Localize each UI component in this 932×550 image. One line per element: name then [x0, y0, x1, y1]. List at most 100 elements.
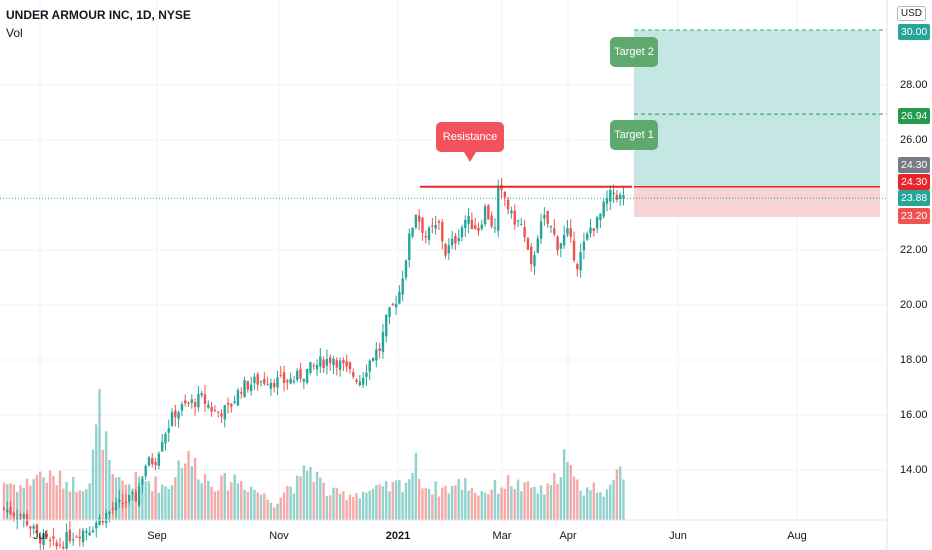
candle-body [513, 210, 516, 225]
candle-body [184, 400, 187, 404]
x-tick-label: Nov [269, 530, 289, 542]
volume-bar [249, 486, 253, 520]
candle-body [58, 544, 62, 546]
candle-body [174, 410, 177, 418]
symbol-header: UNDER ARMOUR INC, 1D, NYSE [6, 8, 191, 22]
candle-body [180, 404, 184, 411]
volume-bar [312, 482, 315, 520]
volume-bar [220, 475, 223, 520]
volume-bar [91, 449, 95, 520]
volume-bar [75, 492, 78, 520]
volume-bar [473, 492, 477, 520]
volume-bar [408, 479, 411, 520]
candle-body [589, 227, 592, 234]
volume-bar [398, 480, 401, 520]
volume-bar [566, 462, 569, 520]
candle-body [556, 236, 559, 251]
candle-body [408, 233, 411, 261]
currency-button[interactable]: USD [896, 6, 926, 21]
volume-bar [450, 485, 454, 520]
target1-callout[interactable]: Target 1 [610, 120, 658, 150]
volume-bar [263, 493, 266, 520]
candle-body [378, 348, 381, 351]
candle-body [279, 374, 282, 376]
volume-bar [506, 475, 510, 520]
y-tick-label: 14.00 [900, 464, 928, 476]
resistance-callout[interactable]: Resistance [436, 122, 504, 152]
volume-bar [187, 450, 190, 520]
candle-body [312, 365, 315, 367]
candle-body [345, 361, 348, 367]
volume-bar [315, 471, 319, 520]
candle-body [91, 530, 95, 533]
candle-body [292, 380, 296, 383]
volume-bar [71, 476, 75, 520]
target2-callout[interactable]: Target 2 [610, 37, 658, 67]
candle-body [249, 384, 253, 392]
candle-body [609, 190, 612, 202]
volume-bar [266, 499, 269, 520]
candle-body [95, 522, 98, 529]
candle-body [104, 513, 108, 523]
last-price-label: 23.88 [898, 190, 931, 206]
volume-bar [193, 458, 197, 520]
candle-body [460, 227, 464, 238]
volume-bar [355, 493, 358, 520]
volume-bar [151, 491, 154, 520]
volume-bar [582, 495, 586, 520]
volume-bar [269, 502, 273, 520]
candle-body [539, 221, 543, 239]
candle-body [361, 377, 365, 385]
volume-bar [470, 488, 474, 520]
volume-bar [513, 489, 516, 520]
volume-bar [253, 489, 256, 520]
volume-bar [302, 465, 306, 520]
candle-body [32, 525, 35, 529]
candle-body [470, 219, 474, 230]
candle-body [592, 228, 596, 231]
stop-zone [634, 186, 880, 217]
candle-body [338, 360, 342, 370]
volume-bar [345, 500, 348, 520]
candle-body [246, 381, 250, 390]
volume-bar [447, 493, 451, 520]
volume-bar [586, 487, 589, 520]
candle-body [398, 291, 401, 304]
candle-body [342, 360, 345, 364]
level-lines [0, 29, 887, 199]
volume-bar [497, 493, 500, 520]
candle-body [286, 380, 289, 383]
volume-bar [490, 489, 493, 520]
candle-body [319, 356, 322, 367]
x-tick-label: Jul [32, 530, 48, 542]
candle-body [325, 358, 329, 366]
candle-body [388, 307, 391, 317]
volume-bar [411, 473, 414, 520]
volume-bar [427, 488, 431, 520]
candle-body [276, 377, 279, 388]
candle-body [612, 192, 615, 194]
candle-body [411, 228, 414, 237]
volume-bar [88, 483, 91, 520]
candle-body [259, 381, 263, 383]
candle-body [68, 529, 72, 542]
volume-bar [477, 495, 480, 520]
candle-body [9, 507, 12, 515]
candle-body [167, 428, 170, 433]
volume-bar [42, 477, 45, 520]
volume-bar [246, 491, 250, 520]
candle-body [65, 532, 68, 549]
candle-body [160, 442, 164, 452]
candle-body [618, 194, 622, 199]
candle-body [12, 512, 16, 517]
volume-bar [520, 491, 523, 520]
candle-body [2, 507, 6, 509]
candle-body [124, 501, 128, 504]
volume-bars [2, 389, 625, 520]
candle-body [358, 381, 362, 386]
volume-bar [579, 490, 582, 520]
volume-bar [243, 489, 246, 520]
volume-bar [292, 493, 296, 520]
candle-body [332, 358, 335, 366]
